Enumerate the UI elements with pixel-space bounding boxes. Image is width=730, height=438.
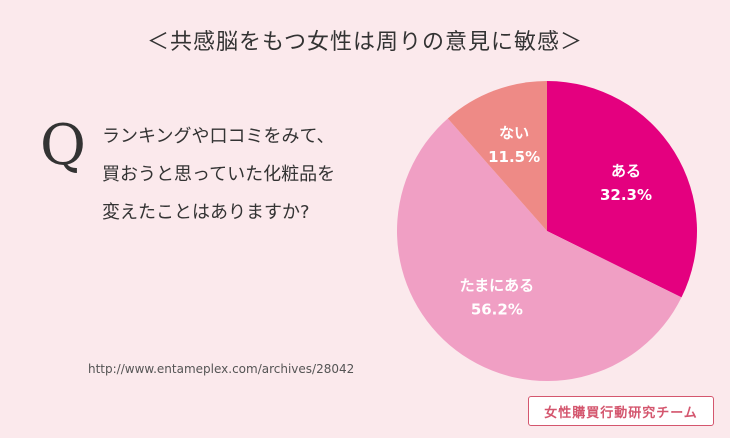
source-url: http://www.entameplex.com/archives/28042 bbox=[88, 362, 355, 376]
slice-label-0: ある bbox=[611, 162, 641, 180]
question-line-2: 買おうと思っていた化粧品を bbox=[102, 164, 336, 185]
question-line-1: ランキングや口コミをみて、 bbox=[102, 126, 335, 147]
chart-title: ＜共感脳をもつ女性は周りの意見に敏感＞ bbox=[146, 30, 584, 55]
pie-slices bbox=[397, 81, 698, 381]
slice-value-2: 11.5% bbox=[488, 148, 540, 166]
slice-value-1: 56.2% bbox=[471, 301, 523, 319]
slice-value-0: 32.3% bbox=[600, 186, 652, 204]
slice-label-1: たまにある bbox=[460, 277, 535, 295]
pie-slice-1 bbox=[397, 118, 682, 381]
pie-labels: ある 32.3% たまにある 56.2% ない 11.5% bbox=[460, 124, 652, 319]
question-line-3: 変えたことはありますか? bbox=[102, 202, 310, 223]
question-mark: Q bbox=[40, 113, 86, 178]
team-logo-text: 女性購買行動研究チーム bbox=[544, 405, 698, 421]
team-logo: 女性購買行動研究チーム bbox=[528, 396, 714, 426]
slice-label-2: ない bbox=[499, 124, 529, 142]
pie-slice-2 bbox=[447, 81, 547, 231]
pie-slice-0 bbox=[547, 81, 698, 298]
question-text: ランキングや口コミをみて、 買おうと思っていた化粧品を 変えたことはありますか? bbox=[102, 118, 402, 232]
